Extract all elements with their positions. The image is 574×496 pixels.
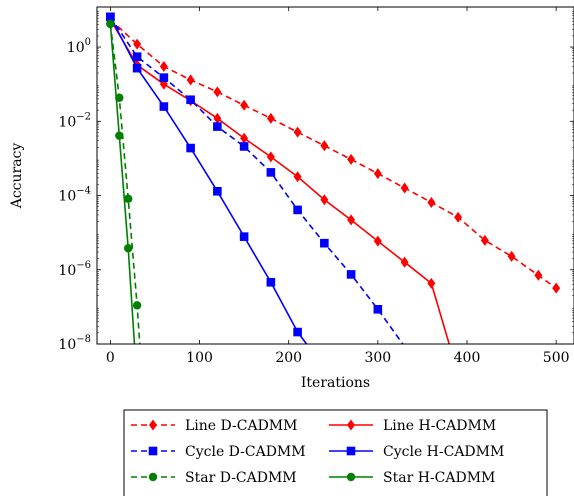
plot-area	[106, 12, 561, 344]
data-point-cycle-d-cadmm	[186, 95, 195, 105]
legend-label-star-d-cadmm: Star D-CADMM	[185, 470, 297, 486]
data-point-line-h-cadmm	[320, 194, 329, 206]
data-point-line-d-cadmm	[534, 269, 543, 281]
data-point-line-d-cadmm	[480, 234, 489, 246]
data-point-line-d-cadmm	[186, 74, 195, 86]
data-point-line-d-cadmm	[347, 153, 356, 165]
data-point-star-h-cadmm	[115, 131, 124, 140]
data-point-cycle-h-cadmm	[186, 143, 195, 153]
data-point-line-d-cadmm	[400, 182, 409, 194]
data-point-line-h-cadmm	[213, 112, 222, 124]
data-point-line-d-cadmm	[552, 282, 561, 294]
data-point-line-h-cadmm	[427, 277, 436, 289]
data-point-cycle-d-cadmm	[346, 270, 356, 279]
data-point-cycle-h-cadmm	[159, 102, 169, 111]
legend-label-line-h-cadmm: Line H-CADMM	[383, 418, 496, 434]
data-point-line-h-cadmm	[373, 235, 382, 247]
data-point-line-h-cadmm	[293, 171, 302, 183]
data-point-cycle-h-cadmm	[132, 63, 142, 73]
x-axis-label: Iterations	[301, 375, 370, 391]
data-point-star-d-cadmm	[132, 301, 142, 310]
data-point-star-d-cadmm	[124, 194, 133, 203]
data-point-line-d-cadmm	[266, 112, 275, 124]
series-line-line-d-cadmm	[109, 18, 557, 289]
data-point-line-d-cadmm	[507, 250, 516, 262]
data-point-cycle-h-cadmm	[266, 277, 276, 287]
y-axis-label: Accuracy	[9, 143, 25, 210]
legend-label-star-h-cadmm: Star H-CADMM	[383, 470, 495, 486]
data-point-cycle-h-cadmm	[213, 186, 222, 196]
legend: Line D-CADMM Line H-CADMM Cycle D-CADMM Cyc…	[123, 409, 548, 496]
x-tick-label: 300	[364, 350, 391, 366]
data-point-line-d-cadmm	[240, 99, 249, 111]
data-point-cycle-d-cadmm	[239, 142, 249, 151]
series-line-star-h-cadmm	[109, 23, 136, 344]
data-point-line-h-cadmm	[400, 256, 409, 268]
data-point-line-d-cadmm	[213, 86, 222, 98]
data-point-cycle-d-cadmm	[213, 122, 222, 131]
legend-marker-cycle-d-cadmm	[148, 446, 158, 456]
data-point-line-h-cadmm	[240, 132, 249, 144]
y-tick-label: 100	[67, 37, 91, 56]
x-tick-label: 100	[186, 350, 213, 366]
data-point-cycle-d-cadmm	[159, 73, 169, 82]
legend-marker-line-d-cadmm	[149, 419, 157, 431]
data-point-star-h-cadmm	[124, 244, 133, 253]
y-tick-label: 10−6	[58, 260, 91, 279]
data-point-line-d-cadmm	[454, 211, 463, 223]
axes: 0 100 200 300 400 500 10−8 10−6 10−4 10−2 100 Itera…	[9, 6, 574, 391]
data-point-cycle-d-cadmm	[373, 305, 383, 314]
data-point-cycle-d-cadmm	[132, 52, 142, 61]
x-tick-label: 200	[275, 350, 302, 366]
data-point-cycle-h-cadmm	[106, 12, 115, 22]
axis-frame	[96, 6, 574, 345]
data-point-line-d-cadmm	[159, 60, 168, 72]
legend-marker-cycle-h-cadmm	[346, 446, 356, 456]
data-point-star-h-cadmm	[106, 19, 115, 29]
data-point-line-h-cadmm	[266, 151, 275, 163]
x-tick-label: 400	[454, 350, 481, 366]
legend-marker-star-d-cadmm	[148, 472, 158, 482]
series-line-cycle-d-cadmm	[109, 16, 404, 344]
data-point-line-d-cadmm	[293, 126, 302, 138]
data-point-line-d-cadmm	[427, 196, 436, 208]
data-point-cycle-d-cadmm	[320, 238, 329, 248]
data-point-line-d-cadmm	[320, 140, 329, 152]
data-point-line-h-cadmm	[347, 214, 356, 226]
data-point-cycle-h-cadmm	[293, 327, 302, 337]
data-point-line-d-cadmm	[373, 168, 382, 180]
legend-label-cycle-d-cadmm: Cycle D-CADMM	[185, 444, 306, 460]
legend-marker-star-h-cadmm	[346, 472, 356, 482]
data-point-line-d-cadmm	[133, 38, 142, 50]
data-point-cycle-d-cadmm	[266, 168, 276, 177]
x-tick-label: 0	[106, 350, 115, 366]
y-tick-label: 10−8	[58, 334, 91, 353]
data-point-cycle-h-cadmm	[239, 232, 249, 241]
x-tick-label: 500	[543, 350, 570, 366]
y-tick-label: 10−4	[58, 186, 91, 205]
legend-label-line-d-cadmm: Line D-CADMM	[185, 418, 297, 434]
y-tick-label: 10−2	[58, 111, 91, 130]
legend-label-cycle-h-cadmm: Cycle H-CADMM	[383, 444, 504, 460]
series-line-line-h-cadmm	[109, 19, 450, 344]
data-point-cycle-d-cadmm	[293, 205, 302, 215]
legend-marker-line-h-cadmm	[347, 419, 355, 431]
series-group	[106, 12, 561, 344]
